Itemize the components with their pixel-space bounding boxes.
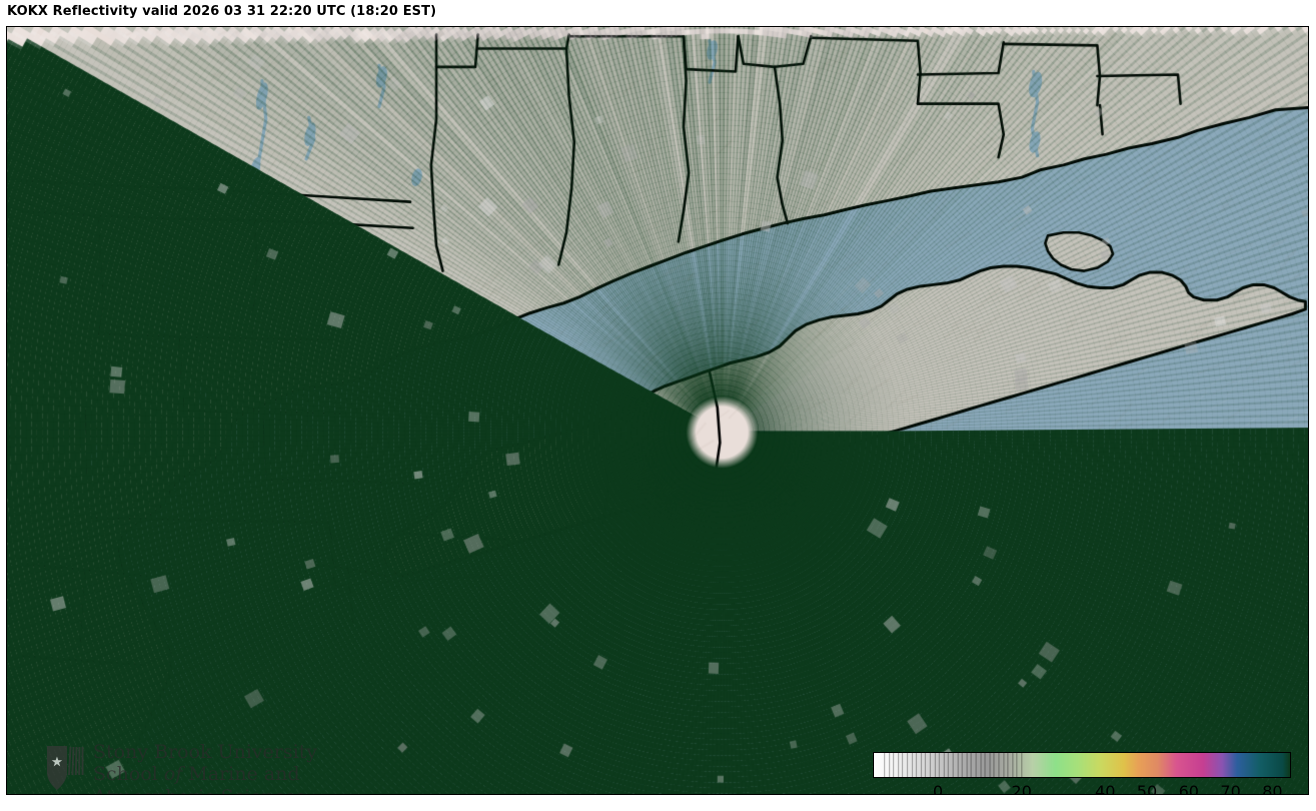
colorbar-tick-50: 50: [1136, 782, 1158, 795]
colorbar-tick-80: 80: [1262, 782, 1283, 795]
reflectivity-colorbar: 0 20 40 50 60 70 80: [873, 752, 1297, 795]
colorbar-tick-0: 0: [932, 782, 944, 795]
page-title: KOKX Reflectivity valid 2026 03 31 22:20…: [7, 4, 437, 19]
colorbar-gradient-bar: [873, 752, 1291, 778]
colorbar-tick-40: 40: [1095, 782, 1116, 795]
colorbar-tick-70: 70: [1220, 782, 1241, 795]
colorbar-tick-20: 20: [1011, 782, 1032, 795]
radar-reflectivity-canvas: [7, 27, 1308, 794]
colorbar-tick-60: 60: [1178, 782, 1199, 795]
radar-map-panel[interactable]: Stony Brook University School of Marine …: [6, 26, 1309, 795]
colorbar-canvas: [874, 753, 1290, 777]
